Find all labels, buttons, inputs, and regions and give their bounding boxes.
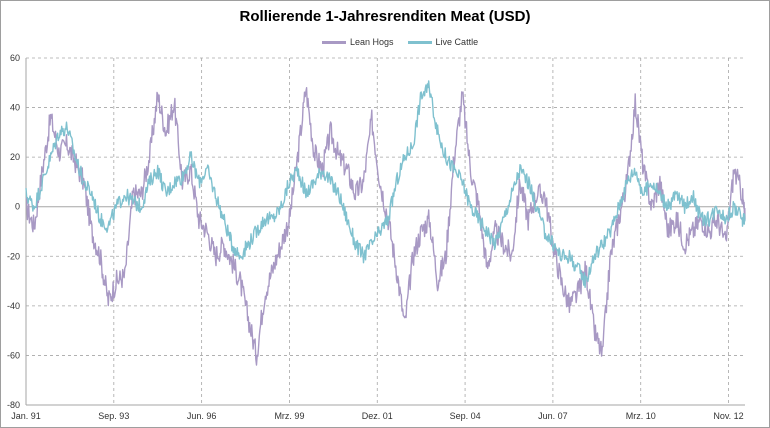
legend-swatch-lean-hogs [322,40,346,44]
legend-label-live-cattle: Live Cattle [435,37,479,47]
y-tick-label: 60 [10,53,20,63]
y-tick-label: 40 [10,103,20,113]
x-tick-label: Mrz. 10 [626,411,656,421]
x-tick-label: Jun. 07 [538,411,568,421]
legend-item-live-cattle: Live Cattle [407,37,479,47]
chart-title: Rollierende 1-Jahresrenditen Meat (USD) [239,8,531,25]
x-tick-label: Dez. 01 [362,411,393,421]
legend: Lean Hogs Live Cattle [322,37,492,47]
x-tick-label: Nov. 12 [713,411,743,421]
legend-label-lean-hogs: Lean Hogs [350,37,394,47]
x-tick-label: Jun. 96 [187,411,217,421]
y-tick-label: 0 [15,202,20,212]
x-tick-label: Jan. 91 [11,411,41,421]
x-tick-label: Sep. 04 [450,411,481,421]
y-tick-label: -20 [7,251,20,261]
y-tick-label: -60 [7,350,20,360]
y-tick-label: -80 [7,400,20,410]
legend-swatch-live-cattle [407,40,432,44]
x-tick-label: Mrz. 99 [274,411,304,421]
series-line-live-cattle [25,80,746,288]
y-tick-label: -40 [7,301,20,311]
x-tick-label: Sep. 93 [98,411,129,421]
y-tick-label: 20 [10,152,20,162]
series-line-lean-hogs [25,87,746,366]
legend-item-lean-hogs: Lean Hogs [322,37,394,47]
